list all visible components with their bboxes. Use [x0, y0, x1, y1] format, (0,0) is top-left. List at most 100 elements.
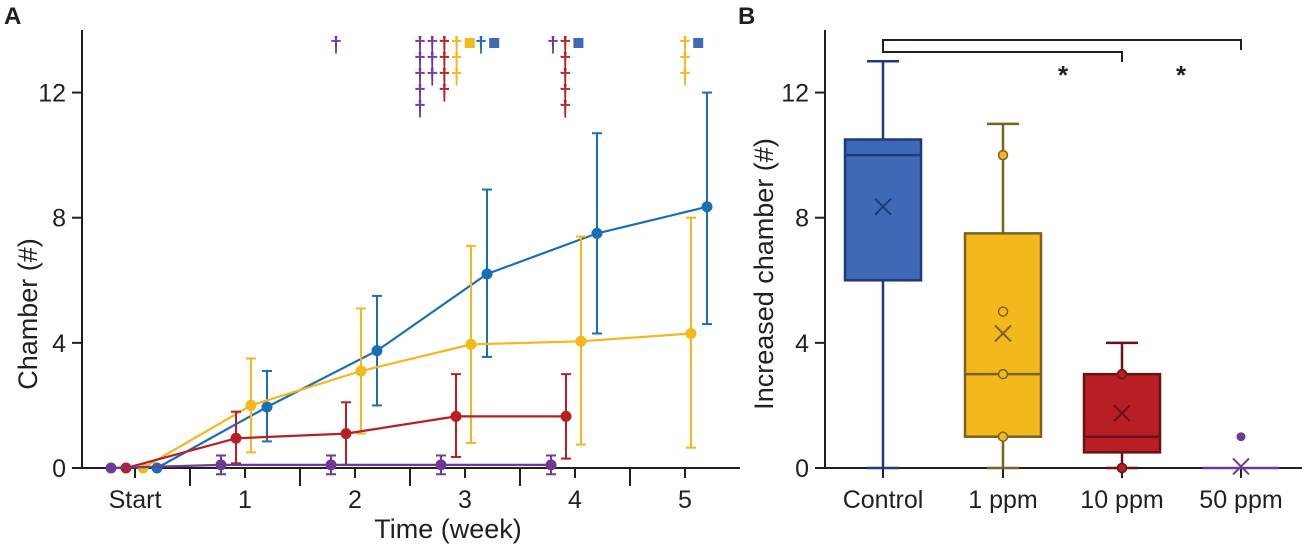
mortality-dagger-marker: †	[438, 80, 450, 105]
y-axis-title: Chamber (#)	[13, 238, 43, 390]
data-point	[560, 410, 572, 422]
mortality-dagger-marker: †	[426, 64, 438, 89]
significance-label: *	[1058, 60, 1069, 90]
mean-marker	[994, 324, 1012, 343]
y-tick-label: 8	[52, 205, 66, 233]
box-control	[843, 60, 923, 470]
data-point	[481, 268, 493, 280]
mortality-dagger-marker: †	[679, 32, 691, 57]
data-point	[215, 459, 227, 471]
significance-bracket	[882, 46, 1123, 62]
data-point	[465, 338, 477, 350]
data-point	[575, 335, 587, 347]
mortality-dagger-marker: †	[414, 32, 426, 57]
series-50-ppm	[105, 454, 557, 476]
significance-label: *	[1176, 60, 1187, 90]
x-tick-label: 3	[458, 486, 472, 514]
data-point	[340, 428, 352, 440]
box-iqr	[963, 232, 1043, 438]
data-point	[261, 401, 273, 413]
y-tick-label: 12	[781, 80, 809, 108]
data-point	[591, 227, 603, 239]
data-point	[997, 368, 1009, 380]
data-point	[545, 459, 557, 471]
y-tick-label: 12	[38, 80, 66, 108]
box-iqr	[843, 138, 923, 282]
mortality-dagger-marker: †	[414, 80, 426, 105]
mortality-dagger-marker: †	[438, 32, 450, 57]
data-point	[245, 399, 257, 411]
mortality-dagger-marker: †	[679, 64, 691, 89]
all-alive-square-marker	[573, 38, 584, 48]
mortality-dagger-marker: †	[559, 64, 571, 89]
significance-bracket	[882, 39, 1242, 50]
y-axis-title: Increased chamber (#)	[749, 138, 779, 410]
x-tick-label: 5	[678, 486, 692, 514]
mortality-dagger-marker: †	[450, 32, 462, 57]
data-point	[105, 462, 117, 474]
mortality-dagger-marker: †	[450, 48, 462, 73]
data-point	[997, 306, 1009, 317]
mortality-dagger-marker: †	[547, 32, 559, 57]
data-point	[355, 365, 367, 377]
x-tick-label: Start	[109, 486, 162, 514]
mortality-dagger-marker: †	[475, 32, 487, 57]
mortality-dagger-marker: †	[426, 32, 438, 57]
series-1-ppm	[137, 216, 697, 474]
mortality-dagger-marker: †	[450, 64, 462, 89]
series-10-ppm	[120, 373, 572, 474]
mortality-dagger-marker: †	[559, 48, 571, 73]
all-alive-square-marker	[464, 38, 475, 48]
data-point	[325, 459, 337, 471]
data-point	[685, 327, 697, 339]
y-tick-label: 4	[795, 330, 809, 358]
data-point	[1116, 462, 1128, 474]
x-tick-label: 4	[568, 486, 582, 514]
x-tick-label: Control	[843, 486, 924, 514]
y-tick-label: 0	[52, 455, 66, 483]
mortality-dagger-marker: †	[414, 64, 426, 89]
mortality-dagger-marker: †	[438, 64, 450, 89]
x-axis-title: Time (week)	[374, 514, 522, 544]
x-tick-label: 50 ppm	[1199, 486, 1282, 514]
data-point	[701, 201, 713, 213]
box-chart-panel-b: 0 4 8 12 Control 1 ppm 10 ppm 50 ppm * * Increa…	[749, 30, 1302, 514]
y-tick-label: 0	[795, 455, 809, 483]
mortality-dagger-marker: †	[426, 48, 438, 73]
data-point	[371, 345, 383, 357]
mean-marker	[1113, 404, 1131, 422]
panel-label-b: B	[738, 3, 755, 30]
x-tick-label: 2	[348, 486, 362, 514]
series-control	[151, 91, 713, 474]
mortality-dagger-marker: †	[414, 48, 426, 73]
mean-marker	[874, 198, 892, 216]
box-1-ppm	[963, 122, 1043, 470]
data-point	[151, 462, 163, 474]
mortality-dagger-marker: †	[414, 96, 426, 121]
y-tick-label: 4	[52, 330, 66, 358]
mortality-dagger-marker: †	[330, 32, 342, 57]
series-line	[156, 205, 708, 469]
x-tick-label: 10 ppm	[1080, 486, 1163, 514]
data-point	[997, 149, 1009, 161]
all-alive-square-marker	[693, 38, 704, 48]
box-10-ppm	[1082, 341, 1162, 474]
data-point	[450, 410, 462, 422]
mortality-dagger-marker: †	[559, 96, 571, 121]
x-tick-label: 1 ppm	[968, 486, 1037, 514]
mortality-dagger-marker: †	[559, 32, 571, 57]
panel-label-a: A	[4, 3, 21, 30]
x-tick-label: 1	[238, 486, 252, 514]
mortality-dagger-marker: †	[679, 48, 691, 73]
data-point	[1116, 368, 1128, 380]
data-point	[997, 431, 1009, 442]
series-line	[142, 332, 692, 469]
mean-marker	[1232, 457, 1250, 476]
mortality-dagger-marker: †	[559, 80, 571, 105]
y-tick-label: 8	[795, 205, 809, 233]
all-alive-square-marker	[489, 38, 500, 48]
mortality-dagger-marker: †	[438, 48, 450, 73]
box-50-ppm	[1203, 432, 1279, 476]
